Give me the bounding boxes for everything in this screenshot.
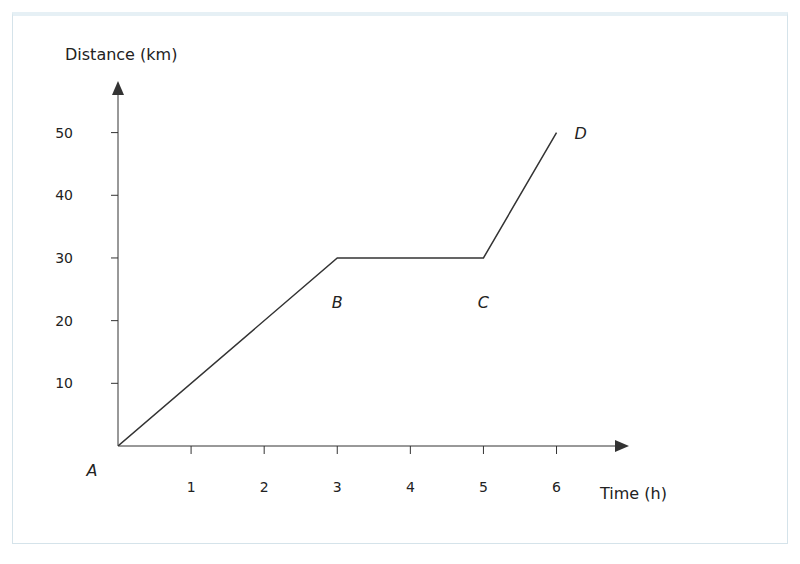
svg-text:2: 2	[260, 479, 269, 495]
svg-text:4: 4	[406, 479, 415, 495]
svg-text:10: 10	[55, 375, 73, 391]
svg-text:6: 6	[552, 479, 561, 495]
svg-text:B: B	[332, 293, 343, 312]
svg-text:1: 1	[187, 479, 196, 495]
html-text:Distance (km): Distance (km)	[65, 45, 178, 64]
svg-text:D: D	[575, 124, 587, 143]
svg-text:40: 40	[55, 187, 73, 203]
svg-text:C: C	[478, 293, 490, 312]
html-text:Time (h): Time (h)	[600, 484, 667, 503]
svg-text:20: 20	[55, 313, 73, 329]
svg-text:A: A	[86, 461, 98, 480]
svg-text:3: 3	[333, 479, 342, 495]
svg-text:30: 30	[55, 250, 73, 266]
svg-text:50: 50	[55, 125, 73, 141]
svg-text:5: 5	[479, 479, 488, 495]
